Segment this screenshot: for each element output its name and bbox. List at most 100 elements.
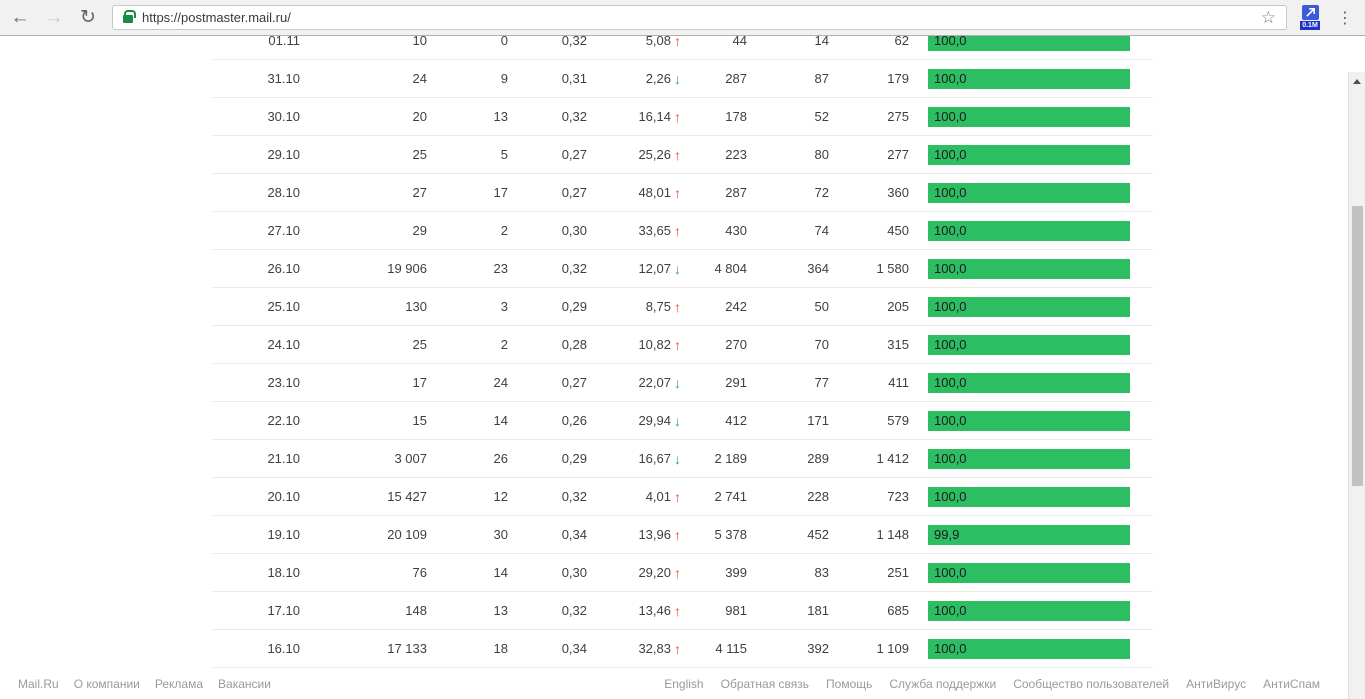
delivery-bar: 100,0 [928,448,1130,469]
chrome-menu-button[interactable]: ⋮ [1337,9,1353,27]
cell-value: 399 [725,565,747,580]
footer-link[interactable]: Вакансии [218,677,271,691]
footer-link[interactable]: АнтиВирус [1186,677,1247,691]
delivery-bar-fill: 100,0 [928,638,1130,659]
cell-value: 452 [807,527,829,542]
delivery-bar-fill: 100,0 [928,448,1130,469]
cell-value: 0,27 [561,185,587,200]
cell-value: 70 [814,337,829,352]
cell-value: 80 [814,147,829,162]
delivery-bar-label: 100,0 [934,184,967,200]
cell-date: 29.10 [267,147,300,162]
trend-arrow-icon: ↑ [674,564,681,581]
trend-value: 48,01 [638,185,671,200]
footer-link[interactable]: Реклама [154,677,204,691]
delivery-bar: 100,0 [928,182,1130,203]
cell-value: 15 [412,413,427,428]
extension-button[interactable]: 0.1M [1295,1,1325,35]
delivery-bar: 99,9 [928,524,1130,545]
delivery-bar: 100,0 [928,296,1130,317]
reload-button[interactable]: ↻ [80,7,96,28]
delivery-bar-label: 100,0 [934,412,967,428]
cell-value: 0,27 [561,375,587,390]
bookmark-star-icon[interactable]: ☆ [1260,7,1276,27]
table-row: 26.10 19 906 23 0,32 12,07 ↓ 4 804 364 1… [213,250,1153,288]
browser-toolbar: ← → ↻ https://postmaster.mail.ru/ ☆ 0.1M… [0,0,1365,36]
cell-value: 87 [814,71,829,86]
forward-button[interactable]: → [44,6,64,28]
cell-value: 2 [500,223,508,238]
trend-value: 16,67 [638,451,671,466]
cell-value: 179 [887,71,909,86]
footer-link[interactable]: Сообщество пользователей [1013,677,1170,691]
cell-date: 30.10 [267,109,300,124]
url-text[interactable]: https://postmaster.mail.ru/ [142,10,291,25]
table-row: 24.10 25 2 0,28 10,82 ↑ 270 70 315 100,0 [213,326,1153,364]
extension-icon [1301,5,1319,20]
cell-value: 270 [725,337,747,352]
cell-value: 17 133 [387,641,427,656]
table-row: 17.10 148 13 0,32 13,46 ↑ 981 181 685 10… [213,592,1153,630]
trend-arrow-icon: ↑ [674,298,681,315]
vertical-scrollbar[interactable] [1348,72,1365,699]
cell-trend: 16,14 ↑ [587,109,681,124]
cell-value: 291 [725,375,747,390]
delivery-bar-fill: 100,0 [928,258,1130,279]
delivery-bar-fill: 100,0 [928,68,1130,89]
footer-link[interactable]: Помощь [826,677,873,691]
cell-trend: 32,83 ↑ [587,641,681,656]
cell-value: 2 741 [714,489,747,504]
footer-link[interactable]: Служба поддержки [889,677,997,691]
cell-value: 360 [887,185,909,200]
cell-value: 412 [725,413,747,428]
cell-value: 5 [500,147,508,162]
back-button[interactable]: ← [10,6,30,28]
delivery-bar-label: 100,0 [934,564,967,580]
footer-link[interactable]: Обратная связь [720,677,810,691]
trend-value: 5,08 [645,36,671,48]
scrollbar-thumb[interactable] [1352,206,1363,486]
cell-value: 2 [500,337,508,352]
footer-link[interactable]: Mail.Ru [18,677,59,691]
cell-trend: 29,94 ↓ [587,413,681,428]
table-row: 22.10 15 14 0,26 29,94 ↓ 412 171 579 100… [213,402,1153,440]
cell-value: 0,32 [561,36,587,48]
footer-links-left: Mail.Ru О компании Реклама Вакансии [18,677,286,691]
cell-value: 315 [887,337,909,352]
cell-value: 130 [405,299,427,314]
cell-value: 981 [725,603,747,618]
cell-value: 1 580 [876,261,909,276]
address-bar[interactable]: https://postmaster.mail.ru/ ☆ [112,5,1287,30]
delivery-bar: 100,0 [928,600,1130,621]
cell-value: 364 [807,261,829,276]
trend-value: 32,83 [638,641,671,656]
table-row: 18.10 76 14 0,30 29,20 ↑ 399 83 251 100,… [213,554,1153,592]
delivery-bar-label: 100,0 [934,36,967,48]
statistics-table: 01.11 10 0 0,32 5,08 ↑ 44 14 62 100,0 31… [213,36,1365,668]
footer-link[interactable]: АнтиСпам [1263,677,1320,691]
cell-value: 14 [493,413,508,428]
cell-value: 24 [493,375,508,390]
cell-value: 4 804 [714,261,747,276]
trend-value: 29,20 [638,565,671,580]
cell-trend: 29,20 ↑ [587,565,681,580]
delivery-bar-fill: 100,0 [928,296,1130,317]
cell-value: 0,31 [561,71,587,86]
cell-trend: 5,08 ↑ [587,36,681,48]
footer-link[interactable]: О компании [73,677,140,691]
trend-value: 16,14 [638,109,671,124]
trend-value: 33,65 [638,223,671,238]
cell-value: 25 [412,147,427,162]
cell-trend: 4,01 ↑ [587,489,681,504]
delivery-bar: 100,0 [928,258,1130,279]
table-row: 21.10 3 007 26 0,29 16,67 ↓ 2 189 289 1 … [213,440,1153,478]
trend-value: 29,94 [638,413,671,428]
scrollbar-up-arrow-icon[interactable] [1353,79,1361,84]
footer-link[interactable]: English [664,677,704,691]
trend-value: 4,01 [645,489,671,504]
cell-date: 01.11 [268,36,300,48]
delivery-bar: 100,0 [928,372,1130,393]
cell-date: 26.10 [267,261,300,276]
cell-date: 25.10 [267,299,300,314]
cell-value: 4 115 [715,641,747,656]
